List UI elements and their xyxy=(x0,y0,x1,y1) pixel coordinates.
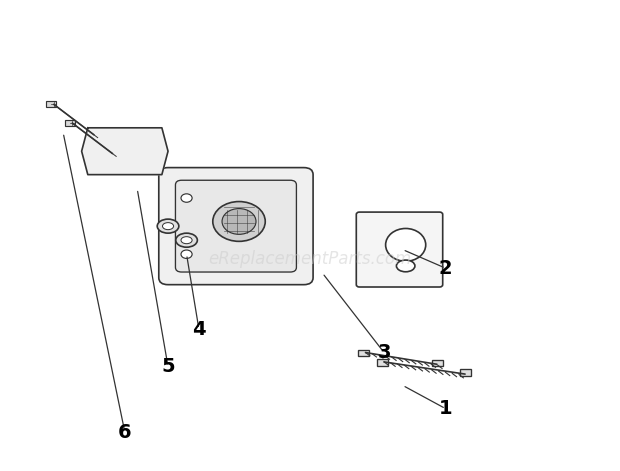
Ellipse shape xyxy=(162,223,174,230)
Text: 1: 1 xyxy=(439,399,453,418)
FancyBboxPatch shape xyxy=(356,212,443,287)
Ellipse shape xyxy=(396,260,415,272)
Ellipse shape xyxy=(386,228,426,261)
Bar xyxy=(358,350,370,356)
Ellipse shape xyxy=(157,219,179,233)
FancyBboxPatch shape xyxy=(175,180,296,272)
Ellipse shape xyxy=(181,250,192,259)
Text: 3: 3 xyxy=(378,343,391,362)
Ellipse shape xyxy=(175,233,197,247)
Ellipse shape xyxy=(213,202,265,241)
FancyBboxPatch shape xyxy=(159,168,313,284)
Bar xyxy=(432,359,443,366)
Bar xyxy=(459,369,471,376)
Ellipse shape xyxy=(110,147,127,155)
Bar xyxy=(65,120,75,126)
Ellipse shape xyxy=(181,236,192,244)
Bar xyxy=(46,101,56,107)
Text: 4: 4 xyxy=(192,320,206,339)
Text: eReplacementParts.com: eReplacementParts.com xyxy=(208,250,412,268)
Bar xyxy=(377,359,388,365)
Text: 2: 2 xyxy=(439,259,453,278)
Ellipse shape xyxy=(181,194,192,202)
Ellipse shape xyxy=(222,209,256,235)
Text: 6: 6 xyxy=(118,422,131,442)
Polygon shape xyxy=(82,128,168,175)
Text: 5: 5 xyxy=(161,357,175,376)
